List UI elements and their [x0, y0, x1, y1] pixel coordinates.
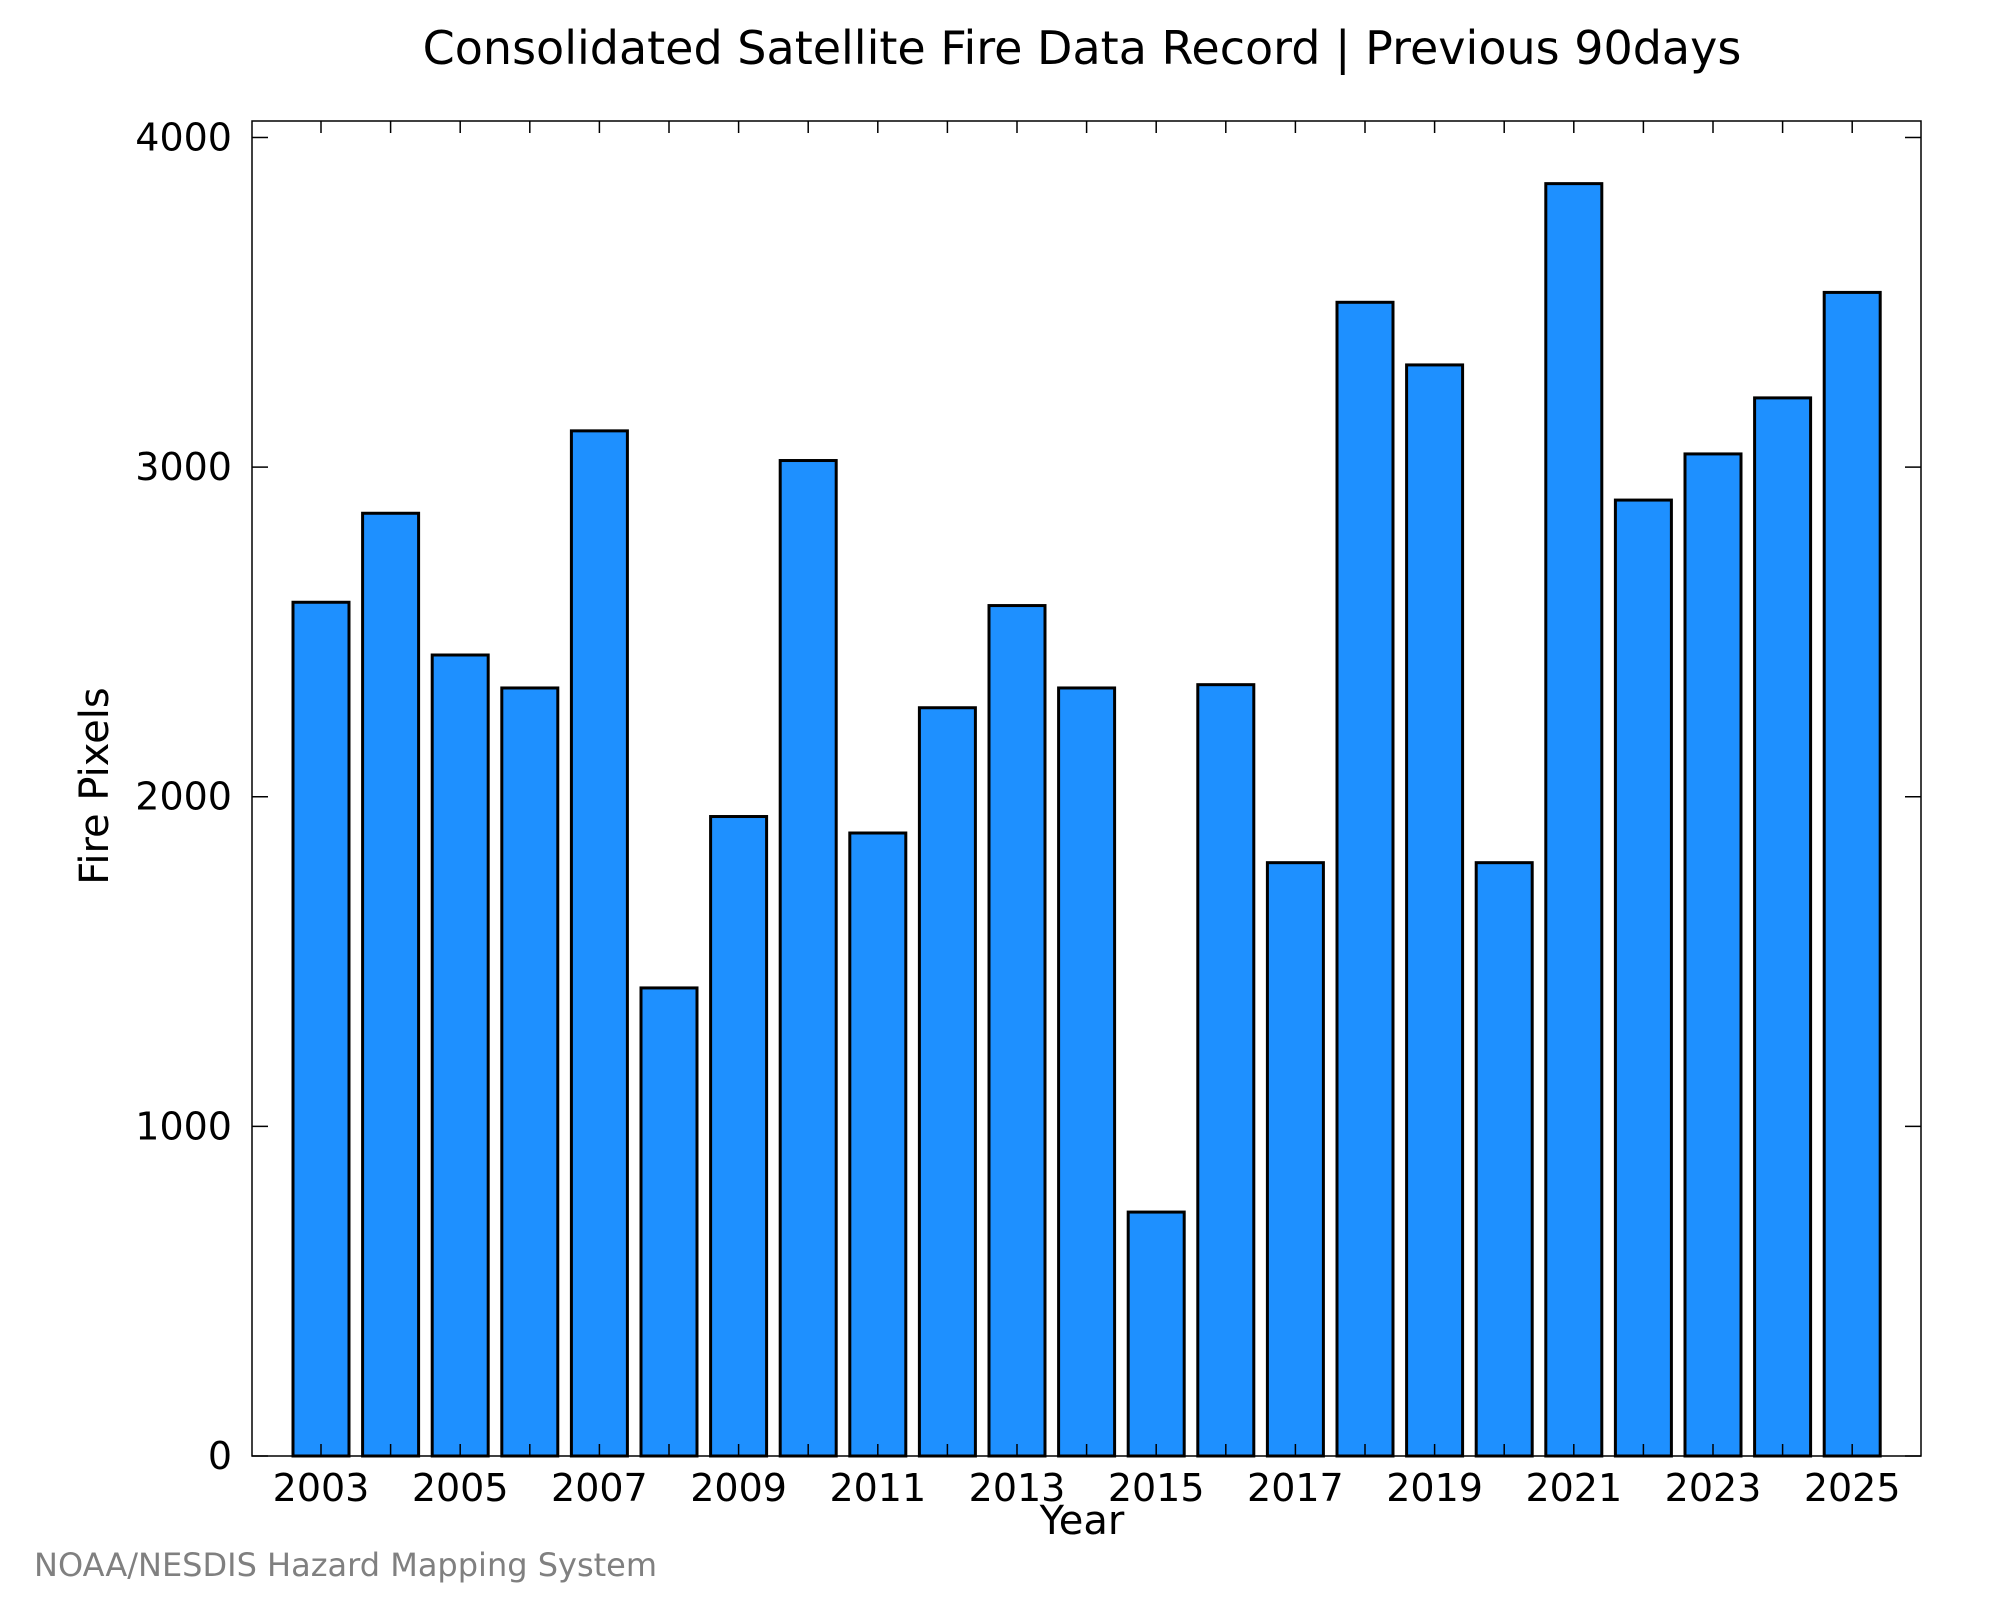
- x-tick-label: 2011: [829, 1466, 926, 1510]
- bar-2025: [1822, 290, 1882, 1458]
- bar-2012: [917, 706, 977, 1458]
- bar-2014: [1057, 686, 1117, 1458]
- plot-area: 0 1000 2000 3000 4000 2003 2005 2007 2009 2011 201…: [135, 115, 1922, 1510]
- y-tick-label: 2000: [135, 775, 232, 819]
- bar-2024: [1753, 396, 1813, 1458]
- bar-2020: [1474, 861, 1534, 1458]
- y-axis-label: Fire Pixels: [72, 687, 118, 884]
- y-tick-label: 3000: [135, 445, 232, 489]
- x-tick-label: 2013: [969, 1466, 1066, 1510]
- bar-2017: [1265, 861, 1325, 1458]
- bar-2019: [1405, 363, 1465, 1458]
- chart-title: Consolidated Satellite Fire Data Record …: [423, 21, 1742, 76]
- bar-2018: [1335, 300, 1395, 1458]
- bar-2003: [291, 600, 351, 1458]
- x-tick-label: 2017: [1247, 1466, 1344, 1510]
- x-tick-label: 2015: [1108, 1466, 1205, 1510]
- y-tick-label: 0: [208, 1434, 232, 1478]
- x-tick-label: 2003: [273, 1466, 370, 1510]
- bar-2008: [639, 986, 699, 1458]
- bar-2010: [778, 459, 838, 1458]
- x-tick-label: 2025: [1804, 1466, 1901, 1510]
- bar-2004: [361, 511, 421, 1458]
- y-tick-label: 4000: [135, 115, 232, 159]
- x-tick-label: 2023: [1665, 1466, 1762, 1510]
- bar-2005: [430, 653, 490, 1458]
- x-tick-label: 2019: [1386, 1466, 1483, 1510]
- bar-2015: [1126, 1210, 1186, 1458]
- x-axis-label: Year: [1039, 1498, 1125, 1544]
- bar-2007: [569, 429, 629, 1458]
- bar-2021: [1544, 182, 1604, 1458]
- bar-2016: [1196, 683, 1256, 1458]
- bar-2011: [848, 831, 908, 1458]
- bar-2009: [709, 815, 769, 1458]
- bar-2023: [1683, 452, 1743, 1458]
- x-tick-label: 2009: [690, 1466, 787, 1510]
- credit-text: NOAA/NESDIS Hazard Mapping System: [34, 1546, 657, 1584]
- bar-2022: [1613, 498, 1673, 1458]
- y-tick-label: 1000: [135, 1104, 232, 1148]
- x-tick-label: 2007: [551, 1466, 648, 1510]
- x-tick-label: 2021: [1525, 1466, 1622, 1510]
- x-tick-label: 2005: [412, 1466, 509, 1510]
- bar-2006: [500, 686, 560, 1458]
- bar-2013: [987, 604, 1047, 1458]
